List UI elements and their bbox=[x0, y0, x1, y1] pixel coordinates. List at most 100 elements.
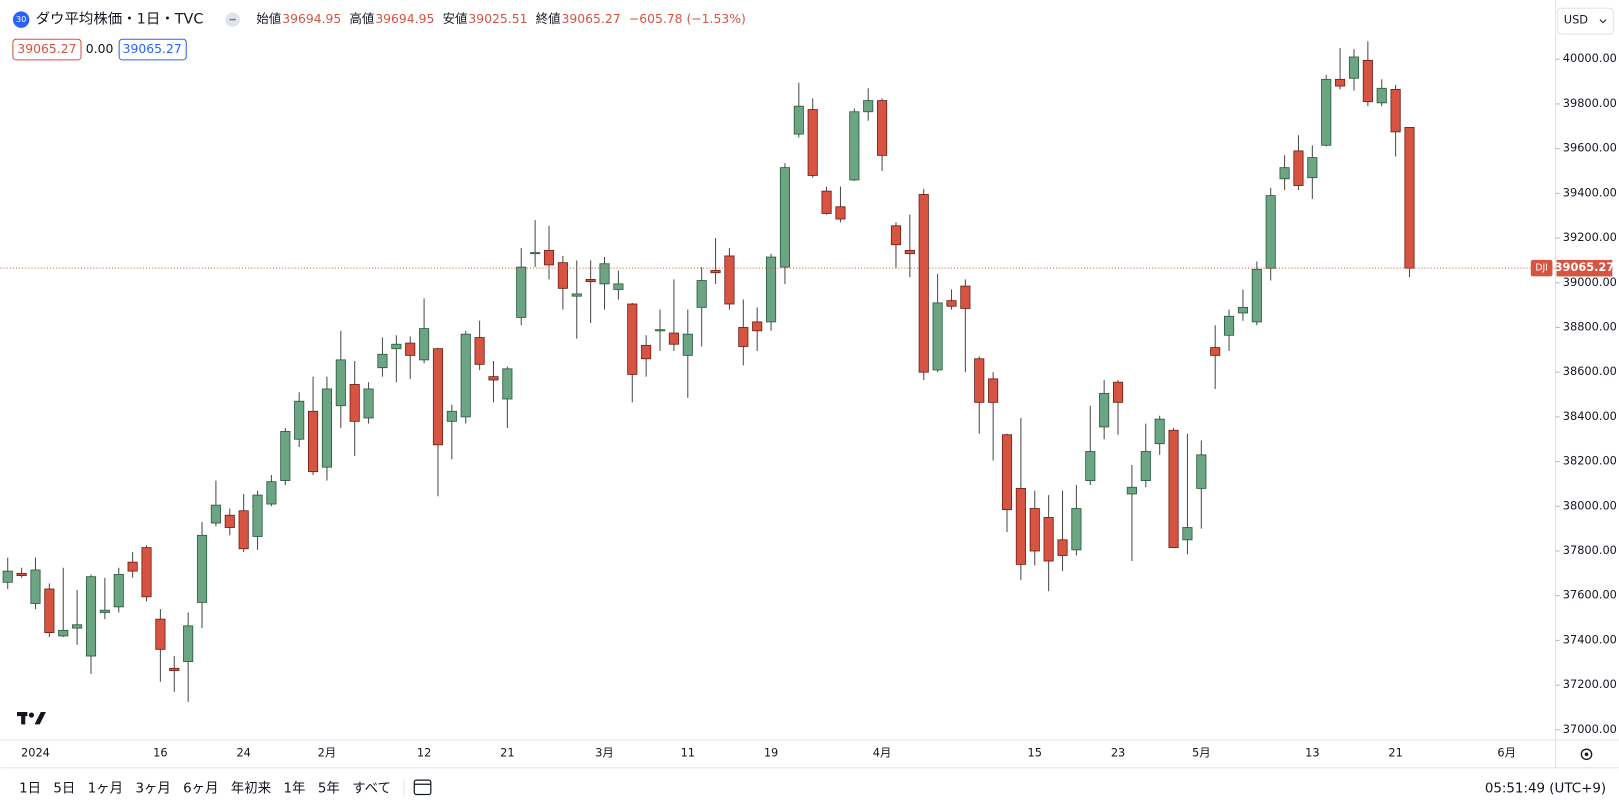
candle-body bbox=[793, 105, 804, 135]
x-tick-label: 6月 bbox=[1497, 745, 1516, 759]
bid-box[interactable] bbox=[12, 38, 82, 61]
candle-body bbox=[543, 249, 555, 266]
ohlc-value: 39065.27 bbox=[562, 12, 621, 26]
range-button[interactable]: 年初来 bbox=[231, 780, 271, 796]
candle-body bbox=[1099, 392, 1110, 428]
candle-body bbox=[710, 270, 721, 274]
range-button[interactable]: すべて bbox=[352, 780, 391, 796]
x-tick-label: 21 bbox=[1388, 745, 1402, 759]
candle-body bbox=[1168, 429, 1179, 549]
x-tick-label: 3月 bbox=[595, 745, 614, 759]
candle-body bbox=[141, 547, 152, 598]
y-tick-label: 37000.00 bbox=[1563, 722, 1617, 736]
candle-body bbox=[696, 280, 707, 308]
symbol-badge-text: 30 bbox=[16, 14, 26, 24]
range-button[interactable]: 5日 bbox=[53, 781, 75, 796]
candle-body bbox=[127, 561, 138, 572]
candle-body bbox=[280, 430, 291, 481]
candle-body bbox=[1237, 306, 1249, 314]
candle-body bbox=[502, 368, 513, 400]
candle-body bbox=[183, 625, 194, 663]
candle-body bbox=[460, 333, 471, 418]
candle-body bbox=[960, 285, 971, 309]
candle-body bbox=[99, 609, 110, 613]
ohlc-change: −605.78 (−1.53%) bbox=[629, 12, 746, 26]
x-tick-label: 24 bbox=[236, 745, 250, 759]
clock[interactable]: 05:51:49 (UTC+9) bbox=[1485, 781, 1606, 796]
candle-body bbox=[516, 266, 527, 318]
candle-body bbox=[1140, 451, 1151, 481]
settings-icon bbox=[1584, 752, 1589, 757]
ohlc-label: 始値 bbox=[256, 11, 281, 26]
candle-body bbox=[169, 667, 180, 671]
candle-body bbox=[1321, 78, 1332, 146]
candle-body bbox=[1251, 268, 1262, 323]
candle-body bbox=[766, 256, 777, 323]
candle-body bbox=[58, 629, 69, 637]
candle-body bbox=[30, 569, 41, 604]
calendar-button[interactable] bbox=[413, 779, 432, 796]
candle-body bbox=[918, 194, 929, 373]
y-tick-label: 37800.00 bbox=[1563, 543, 1617, 557]
logo bbox=[17, 712, 46, 725]
candle-body bbox=[1029, 508, 1040, 552]
candle-body bbox=[16, 572, 27, 576]
x-tick-label: 19 bbox=[764, 745, 778, 759]
candle-body bbox=[654, 329, 666, 332]
candle-body bbox=[1390, 88, 1401, 133]
candle-body bbox=[974, 358, 985, 403]
y-tick-label: 37200.00 bbox=[1563, 677, 1617, 691]
candle-body bbox=[1293, 150, 1304, 186]
calendar-icon bbox=[413, 779, 432, 796]
candle-body bbox=[738, 327, 749, 347]
candle-body bbox=[1057, 539, 1068, 556]
y-tick-label: 38000.00 bbox=[1563, 498, 1617, 512]
currency-dropdown[interactable] bbox=[1557, 7, 1614, 35]
x-tick-label: 13 bbox=[1305, 745, 1319, 759]
candle-body bbox=[377, 353, 388, 369]
candle-body bbox=[432, 348, 444, 446]
candle-body bbox=[155, 618, 166, 650]
candle-body bbox=[44, 588, 55, 633]
range-button[interactable]: 1日 bbox=[19, 781, 41, 796]
bid: 39065.27 bbox=[17, 42, 76, 56]
candle-body bbox=[641, 344, 652, 360]
x-tick-label: 11 bbox=[681, 745, 695, 759]
candle-body bbox=[890, 225, 902, 246]
candle-body bbox=[1224, 315, 1235, 336]
candle-body bbox=[724, 255, 735, 305]
ask-box[interactable] bbox=[118, 38, 187, 61]
settings-button[interactable] bbox=[1580, 748, 1593, 761]
range-button[interactable]: 1年 bbox=[284, 780, 306, 796]
x-tick-label: 2024 bbox=[21, 745, 50, 759]
candle-body bbox=[1196, 454, 1207, 489]
candle-body bbox=[1001, 434, 1013, 511]
candle-body bbox=[1307, 157, 1318, 179]
x-tick-label: 2月 bbox=[318, 745, 337, 759]
candle-body bbox=[266, 481, 277, 505]
y-tick-label: 39200.00 bbox=[1563, 230, 1617, 244]
y-tick-label: 38400.00 bbox=[1563, 409, 1617, 423]
x-tick-label: 16 bbox=[153, 745, 167, 759]
x-tick-label: 12 bbox=[417, 745, 431, 759]
x-tick-label: 5月 bbox=[1192, 745, 1211, 759]
candle-body bbox=[446, 410, 457, 422]
spread: 0.00 bbox=[86, 42, 114, 56]
symbol-title[interactable]: ダウ平均株価・1日・TVC bbox=[36, 11, 204, 28]
candle-body bbox=[1043, 517, 1054, 562]
candle-body bbox=[877, 100, 888, 156]
candle-body bbox=[294, 400, 305, 440]
candle-body bbox=[571, 293, 582, 297]
range-button[interactable]: 5年 bbox=[318, 780, 340, 796]
range-button[interactable]: 3ヶ月 bbox=[135, 781, 170, 796]
x-tick-label: 23 bbox=[1111, 745, 1125, 759]
range-button[interactable]: 6ヶ月 bbox=[183, 781, 218, 796]
x-tick-label: 4月 bbox=[873, 745, 892, 759]
y-tick-label: 38600.00 bbox=[1563, 364, 1617, 378]
candle-body bbox=[1154, 418, 1165, 445]
y-tick-label: 40000.00 bbox=[1563, 51, 1617, 65]
last-price-label: 39065.27 bbox=[1555, 260, 1615, 274]
range-button[interactable]: 1ヶ月 bbox=[88, 781, 123, 796]
